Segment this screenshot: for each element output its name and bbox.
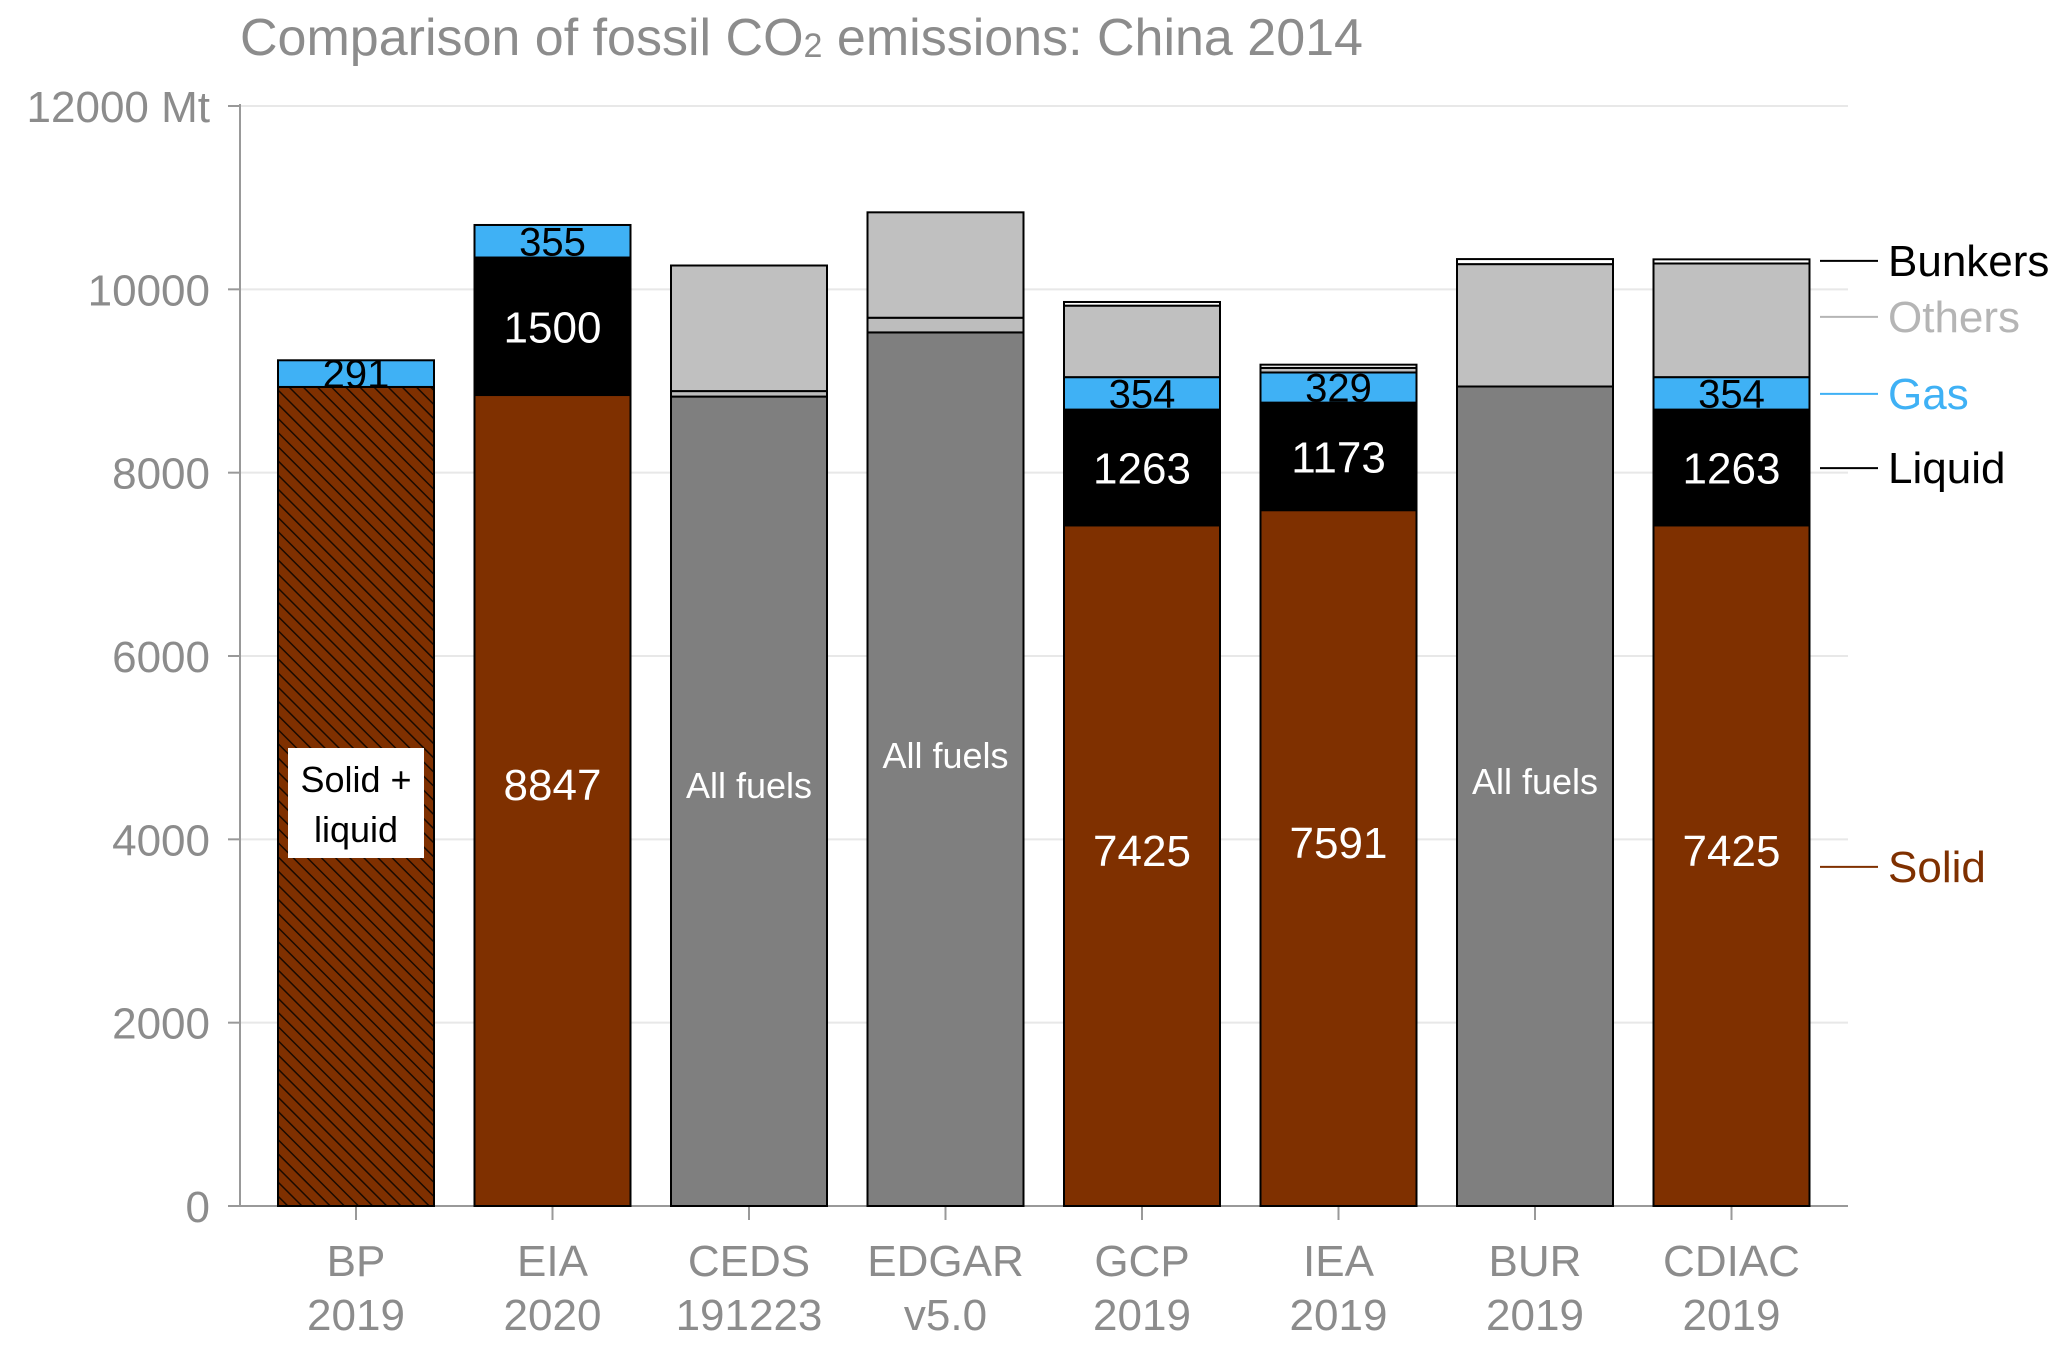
bar-segment-all-fuels (866, 331, 1025, 1207)
bar-segment-bunkers (1259, 363, 1418, 369)
bar-segment-bunkers (1456, 258, 1614, 266)
bar-segment-gas (277, 359, 435, 388)
data-label: 354 (1109, 372, 1176, 416)
legend-label: Others (1888, 293, 2020, 342)
data-label: 355 (519, 220, 586, 264)
y-tick-label: 4000 (112, 816, 210, 865)
x-tick-label: 2019 (1683, 1291, 1781, 1340)
x-tick-label: v5.0 (904, 1291, 987, 1340)
y-tick-label: 0 (186, 1183, 210, 1232)
data-label: 1263 (1093, 444, 1191, 493)
x-tick-label: 2020 (504, 1291, 602, 1340)
bar-segment-solid (1652, 524, 1811, 1207)
data-label: 8847 (504, 761, 602, 810)
legend-label: Solid (1888, 843, 1986, 892)
x-tick-label: GCP (1094, 1237, 1189, 1286)
y-tick-label: 2000 (112, 1000, 210, 1049)
x-tick-label: CDIAC (1663, 1237, 1800, 1286)
bar-segment-solid (473, 394, 632, 1207)
x-tick-label: 191223 (676, 1291, 823, 1340)
legend-label: Liquid (1888, 444, 2005, 493)
x-tick-label: BP (327, 1237, 386, 1286)
bar-segment-others (1456, 263, 1614, 388)
x-tick-label: BUR (1489, 1237, 1582, 1286)
chart-title-prefix: Comparison of fossil CO (240, 9, 804, 67)
bar-segment-bunkers (1652, 258, 1811, 265)
bar-segment-gas (1063, 376, 1221, 411)
legend-label: Bunkers (1888, 237, 2049, 286)
data-label: 1263 (1683, 444, 1781, 493)
legend-label: Gas (1888, 370, 1969, 419)
data-label: 291 (323, 353, 390, 397)
x-tick-label: 2019 (1290, 1291, 1388, 1340)
x-tick-label: CEDS (688, 1237, 810, 1286)
x-tick-label: IEA (1303, 1237, 1375, 1286)
data-label: All fuels (1472, 761, 1598, 802)
data-label: Solid + (300, 759, 411, 800)
data-label-box (288, 748, 424, 858)
data-label: All fuels (686, 765, 812, 806)
chart-title: Comparison of fossil CO2 emissions: Chin… (240, 8, 1363, 68)
bar-segment-others (866, 211, 1025, 319)
bar-segment-liquid (1063, 408, 1221, 527)
y-tick-label: 8000 (112, 450, 210, 499)
x-tick-label: 2019 (307, 1291, 405, 1340)
data-label: All fuels (882, 735, 1008, 776)
data-label: 7591 (1290, 819, 1388, 868)
bar-segment-others (1652, 262, 1811, 379)
bar-segment-solid (1259, 509, 1418, 1207)
x-tick-label: EDGAR (867, 1237, 1023, 1286)
chart-title-subscript: 2 (803, 27, 823, 65)
data-label: 354 (1698, 372, 1765, 416)
x-tick-label: 2019 (1486, 1291, 1584, 1340)
bar-segment-others (1063, 304, 1221, 379)
x-tick-label: EIA (517, 1237, 589, 1286)
data-label: 329 (1305, 367, 1372, 411)
data-label: liquid (314, 809, 398, 850)
data-label: 7425 (1683, 827, 1781, 876)
bar-segment-liquid (1259, 401, 1418, 512)
bar-segment-others (670, 264, 828, 393)
data-label: 7425 (1093, 827, 1191, 876)
y-tick-label: 12000 Mt (27, 83, 210, 132)
data-label: 1500 (504, 303, 602, 352)
y-tick-label: 10000 (88, 266, 210, 315)
bar-segment-liquid (473, 256, 632, 397)
bar-segment-all-fuels (1456, 385, 1614, 1207)
chart-title-suffix: emissions: China 2014 (822, 9, 1363, 67)
bar-segment-gas (473, 223, 632, 259)
bar-segment-solid (1063, 524, 1221, 1207)
bar-segment-thin (866, 316, 1025, 334)
x-tick-label: 2019 (1093, 1291, 1191, 1340)
bar-segment-bunkers (1063, 300, 1221, 307)
y-tick-label: 6000 (112, 633, 210, 682)
data-label: 1173 (1291, 433, 1386, 482)
